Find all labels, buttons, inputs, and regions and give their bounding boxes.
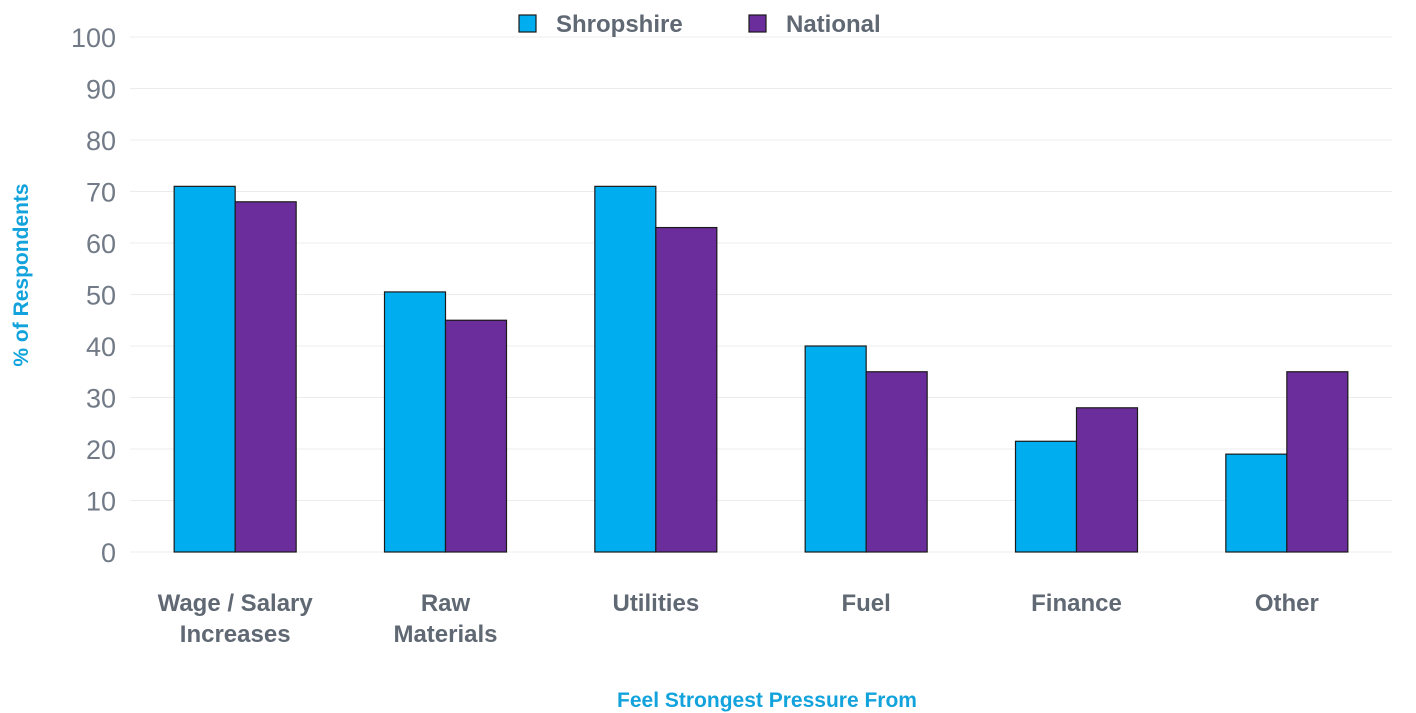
x-category-label-line: Materials — [393, 621, 497, 648]
y-tick-label: 20 — [86, 435, 116, 465]
x-category-label: Finance — [1031, 590, 1122, 617]
bar-shropshire-2 — [594, 185, 657, 553]
gridlines — [130, 36, 1392, 553]
bar-national-3 — [865, 371, 928, 553]
bars — [173, 185, 1349, 553]
y-tick-label: 100 — [71, 23, 116, 53]
bar-shropshire-3 — [804, 345, 867, 553]
legend: Shropshire National — [518, 11, 881, 38]
x-category-label-line: Other — [1255, 590, 1319, 617]
y-tick-label: 70 — [86, 178, 116, 208]
legend-swatch-national — [748, 14, 767, 33]
legend-label-national: National — [786, 11, 881, 38]
x-category-label-line: Increases — [180, 621, 291, 648]
x-category-label: Other — [1255, 590, 1319, 617]
y-axis-title: % of Respondents — [10, 183, 33, 366]
bar-shropshire-4 — [1014, 440, 1078, 553]
x-axis-categories: Wage / Salary Increases Raw Materials Utilit… — [158, 590, 1319, 648]
x-category-label: Fuel — [841, 590, 890, 617]
y-tick-label: 50 — [86, 281, 116, 311]
y-tick-label: 0 — [101, 538, 116, 568]
bar-national-4 — [1075, 407, 1139, 553]
x-category-label: Utilities — [612, 590, 699, 617]
bar-shropshire-1 — [383, 291, 447, 553]
bar-national-2 — [655, 226, 718, 553]
y-tick-label: 10 — [86, 487, 116, 517]
x-category-label-line: Raw — [421, 590, 471, 617]
x-category-label-line: Finance — [1031, 590, 1122, 617]
y-tick-label: 60 — [86, 229, 116, 259]
x-category-label: Raw Materials — [393, 590, 497, 648]
y-axis-ticks: 0 10 20 30 40 50 60 70 80 90 100 — [71, 23, 116, 568]
y-tick-label: 90 — [86, 75, 116, 105]
y-tick-label: 30 — [86, 384, 116, 414]
legend-label-shropshire: Shropshire — [556, 11, 683, 38]
bar-national-5 — [1286, 371, 1349, 553]
x-category-label-line: Fuel — [841, 590, 890, 617]
y-tick-label: 80 — [86, 126, 116, 156]
x-category-label: Wage / Salary Increases — [158, 590, 314, 648]
bar-national-1 — [444, 319, 508, 553]
bar-shropshire-0 — [173, 185, 236, 553]
bar-shropshire-5 — [1225, 453, 1288, 553]
x-category-label-line: Wage / Salary — [158, 590, 314, 617]
bar-national-0 — [234, 201, 297, 553]
y-tick-label: 40 — [86, 332, 116, 362]
legend-swatch-shropshire — [518, 14, 537, 33]
x-category-label-line: Utilities — [612, 590, 699, 617]
x-axis-title: Feel Strongest Pressure From — [617, 689, 917, 712]
